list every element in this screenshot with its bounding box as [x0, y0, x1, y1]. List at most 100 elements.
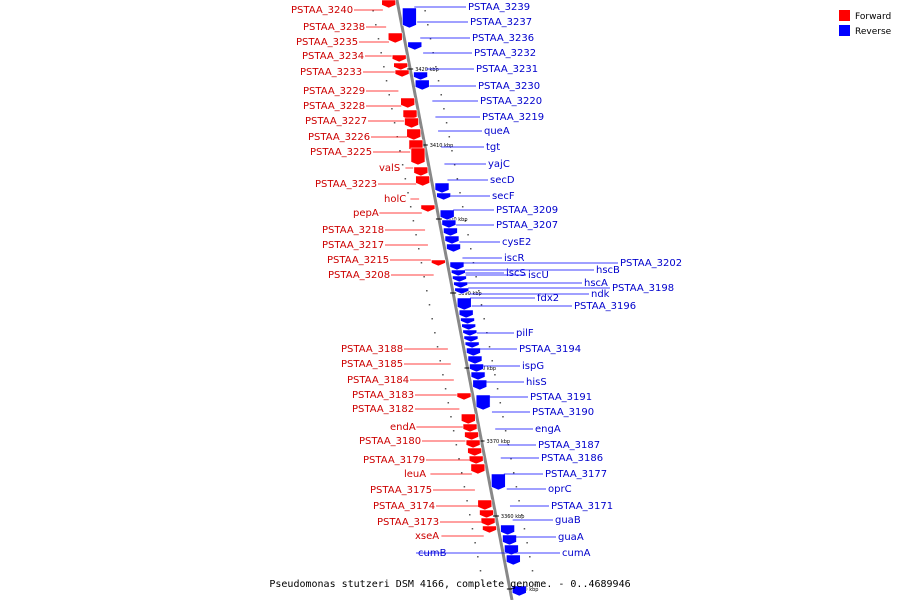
track-dot [480, 304, 483, 306]
forward-gene-feature [464, 431, 479, 441]
track-dot [424, 10, 426, 12]
track-dot [459, 192, 461, 194]
forward-gene-feature [465, 439, 481, 449]
genome-caption: Pseudomonas stutzeri DSM 4166, complete … [269, 579, 630, 590]
track-dot [451, 150, 453, 152]
reverse-gene-label: PSTAA_3239 [468, 2, 530, 13]
reverse-gene-feature [502, 534, 517, 546]
forward-gene-feature [381, 0, 397, 9]
reverse-gene-label: guaA [558, 532, 584, 543]
track-dot [399, 150, 401, 152]
forward-gene-label: PSTAA_3240 [291, 5, 353, 16]
track-dot [375, 24, 377, 26]
track-dot [423, 276, 425, 278]
track-dot [515, 486, 518, 488]
track-dot [427, 24, 429, 26]
track-dot [445, 122, 448, 124]
track-dot [482, 584, 484, 586]
track-dot [401, 164, 404, 166]
gene-features [381, 0, 527, 597]
reverse-gene-label: PSTAA_3196 [574, 301, 636, 312]
forward-gene-label: PSTAA_3226 [308, 132, 370, 143]
forward-gene-label: PSTAA_3174 [373, 501, 435, 512]
tick-label: 3410 kbp [430, 143, 454, 149]
reverse-gene-label: PSTAA_3209 [496, 205, 558, 216]
track-dot [426, 290, 428, 292]
track-dot [521, 514, 523, 516]
reverse-gene-feature [402, 7, 417, 29]
forward-gene-label: PSTAA_3184 [347, 375, 409, 386]
track-dot [529, 556, 531, 558]
forward-gene-label: PSTAA_3173 [377, 517, 439, 528]
reverse-gene-label: PSTAA_3191 [530, 392, 592, 403]
reverse-gene-label: queA [484, 126, 510, 137]
track-dot [464, 220, 467, 222]
track-dot [463, 486, 466, 488]
track-dot [447, 402, 450, 404]
track-dot [418, 248, 420, 250]
track-dot [494, 374, 496, 376]
reverse-gene-feature [464, 341, 480, 349]
reverse-gene-feature [439, 209, 455, 221]
reverse-gene-label: PSTAA_3177 [545, 469, 607, 480]
reverse-gene-feature [449, 261, 465, 271]
track-dot [496, 388, 499, 390]
reverse-gene-label: PSTAA_3190 [532, 407, 594, 418]
track-dot [523, 528, 526, 530]
forward-gene-label: PSTAA_3225 [310, 147, 372, 158]
reverse-gene-label: PSTAA_3237 [470, 17, 532, 28]
track-dot [491, 360, 493, 362]
track-dot [444, 388, 447, 390]
reverse-gene-feature [470, 371, 486, 381]
track-dot [440, 94, 442, 96]
forward-gene-feature [479, 509, 494, 519]
reverse-gene-label: yajC [488, 159, 510, 170]
reverse-gene-feature [434, 182, 450, 194]
reverse-gene-feature [475, 394, 491, 411]
reverse-gene-label: PSTAA_3236 [472, 33, 534, 44]
forward-gene-feature [415, 175, 430, 187]
track-dot [502, 416, 504, 418]
forward-gene-label: leuA [404, 469, 426, 480]
track-dot [471, 528, 474, 530]
track-dot [469, 514, 471, 516]
track-dot [388, 94, 390, 96]
track-dot [478, 290, 480, 292]
track-dot [439, 360, 441, 362]
reverse-gene-feature [407, 41, 423, 51]
reverse-gene-label: pilF [516, 328, 534, 339]
track-dot [470, 248, 472, 250]
forward-gene-feature [391, 54, 407, 63]
track-dot [442, 374, 444, 376]
track-dot [460, 472, 463, 474]
track-dot [377, 38, 380, 40]
track-dot [436, 346, 439, 348]
reverse-gene-feature [506, 554, 521, 566]
track-dot [531, 570, 534, 572]
reverse-gene-feature [453, 281, 468, 289]
reverse-gene-feature [466, 347, 481, 357]
forward-gene-label: PSTAA_3180 [359, 436, 421, 447]
forward-gene-feature [456, 392, 472, 401]
forward-gene-feature [482, 525, 497, 534]
reverse-gene-feature [458, 309, 474, 319]
track-dot [488, 346, 491, 348]
reverse-gene-feature [441, 219, 457, 229]
forward-gene-label: xseA [415, 531, 439, 542]
forward-gene-label: PSTAA_3235 [296, 37, 358, 48]
reverse-gene-label: PSTAA_3232 [474, 48, 536, 59]
forward-gene-label: PSTAA_3208 [328, 270, 390, 281]
reverse-gene-feature [504, 544, 519, 556]
track-dot [453, 164, 456, 166]
forward-gene-feature [387, 32, 403, 44]
reverse-gene-label: engA [535, 424, 561, 435]
reverse-gene-label: PSTAA_3171 [551, 501, 613, 512]
forward-gene-label: PSTAA_3185 [341, 359, 403, 370]
forward-gene-feature [480, 517, 496, 527]
track-dot [383, 66, 385, 68]
track-dot [466, 500, 468, 502]
reverse-gene-label: PSTAA_3187 [538, 440, 600, 451]
forward-gene-label: PSTAA_3188 [341, 344, 403, 355]
track-dot [448, 136, 451, 138]
reverse-gene-label: iscU [528, 270, 549, 281]
